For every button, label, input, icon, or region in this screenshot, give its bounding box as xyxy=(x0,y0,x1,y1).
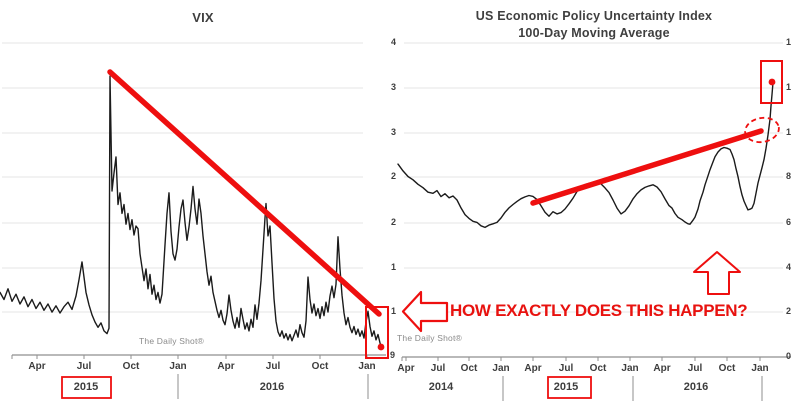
red-trend-line xyxy=(530,128,764,206)
y-tick-label: 0 xyxy=(786,351,792,361)
epu-100d-ma-line xyxy=(397,81,774,229)
x-tick-label: Jul xyxy=(558,363,574,374)
dashed-circle-annotation xyxy=(744,116,780,144)
y-tick-label: 6 xyxy=(786,217,792,227)
right-chart-subtitle: 100-Day Moving Average xyxy=(518,26,670,40)
y-tick-label: 1 xyxy=(391,262,397,272)
y-tick-label: 4 xyxy=(391,37,397,47)
y-tick-label: 3 xyxy=(391,127,397,137)
watermark-right: The Daily Shot® xyxy=(397,333,463,343)
year-label: 2016 xyxy=(259,381,285,393)
y-tick-label: 1 xyxy=(786,127,792,137)
x-tick-label: Oct xyxy=(460,363,478,374)
y-tick-label: 8 xyxy=(786,171,792,181)
x-tick-label: Jan xyxy=(621,363,639,374)
x-tick-label: Oct xyxy=(311,361,329,372)
x-tick-label: Jul xyxy=(265,361,281,372)
red-highlight-box xyxy=(365,306,389,359)
left-arrow-icon xyxy=(401,290,449,333)
x-tick-label: Oct xyxy=(718,363,736,374)
x-tick-label: Jan xyxy=(492,363,510,374)
year-label: 2015 xyxy=(553,381,579,393)
x-tick-label: Apr xyxy=(28,361,46,372)
last-point-dot xyxy=(768,78,776,86)
x-tick-label: Jan xyxy=(169,361,187,372)
x-tick-label: Jan xyxy=(358,361,376,372)
year-2015-highlight-box xyxy=(547,376,592,399)
watermark-left: The Daily Shot® xyxy=(139,336,205,346)
last-point-dot xyxy=(377,343,385,351)
y-tick-label: 2 xyxy=(391,217,397,227)
red-highlight-box xyxy=(760,60,783,104)
y-tick-label: 2 xyxy=(391,171,397,181)
y-tick-label: 3 xyxy=(391,82,397,92)
x-tick-label: Jul xyxy=(76,361,92,372)
y-tick-label: 4 xyxy=(786,262,792,272)
x-tick-label: Jul xyxy=(687,363,703,374)
x-tick-label: Apr xyxy=(397,363,415,374)
year-label: 2015 xyxy=(73,381,99,393)
vix-line xyxy=(0,75,382,348)
year-label: 2014 xyxy=(428,381,454,393)
year-2015-highlight-box xyxy=(61,376,112,399)
y-tick-label: 1 xyxy=(786,82,792,92)
right-chart-title: US Economic Policy Uncertainty Index xyxy=(475,9,713,23)
annotation-question: HOW EXACTLY DOES THIS HAPPEN? xyxy=(450,301,748,320)
x-tick-label: Oct xyxy=(589,363,607,374)
left-chart-title: VIX xyxy=(192,10,214,25)
x-tick-label: Oct xyxy=(122,361,140,372)
y-axis-bottom-label: 9 xyxy=(390,350,396,360)
y-tick-label: 1 xyxy=(391,306,397,316)
up-arrow-icon xyxy=(693,251,741,295)
y-tick-label: 2 xyxy=(786,306,792,316)
year-label: 2016 xyxy=(683,381,709,393)
y-tick-label: 1 xyxy=(786,37,792,47)
x-tick-label: Apr xyxy=(524,363,542,374)
x-tick-label: Apr xyxy=(217,361,235,372)
x-tick-label: Jan xyxy=(751,363,769,374)
x-tick-label: Apr xyxy=(653,363,671,374)
red-trend-line xyxy=(107,69,382,317)
x-tick-label: Jul xyxy=(430,363,446,374)
